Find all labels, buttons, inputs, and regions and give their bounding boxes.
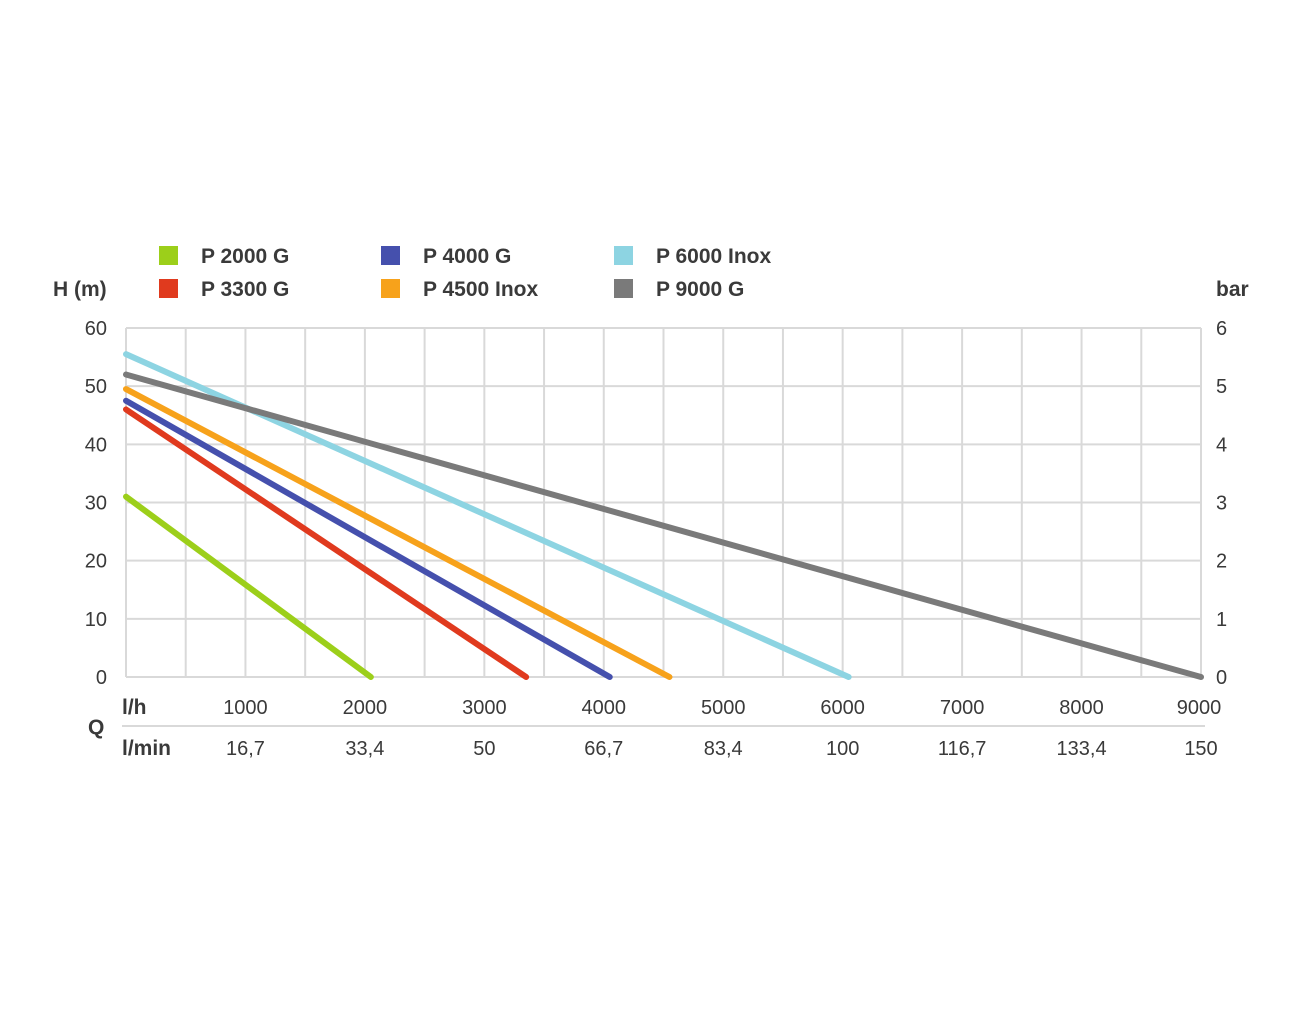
y-tick-label-right: 5 xyxy=(1216,376,1227,398)
series-line xyxy=(123,397,613,680)
series-line xyxy=(123,406,530,680)
x-tick-label-secondary: 133,4 xyxy=(1057,738,1107,760)
y-tick-label-right: 3 xyxy=(1216,493,1227,515)
y-tick-label-right: 1 xyxy=(1216,609,1227,631)
series-line xyxy=(123,386,673,680)
legend-swatch xyxy=(381,246,400,265)
grid xyxy=(122,327,1205,727)
x-tick-label-primary: 8000 xyxy=(1059,697,1104,719)
y-tick-label-left: 40 xyxy=(85,434,107,456)
x-tick-label-secondary: 16,7 xyxy=(226,738,265,760)
x-tick-label-primary: 2000 xyxy=(343,697,388,719)
axes: H (m) bar Q l/h l/min 0 10 20 30 40 50 60 0 1 2 3 4… xyxy=(53,278,1249,760)
legend-swatch xyxy=(614,279,633,298)
series-line xyxy=(123,371,1204,680)
y-axis-right-title: bar xyxy=(1216,278,1249,301)
legend-item: P 2000 G xyxy=(159,245,289,268)
y-tick-label-right: 4 xyxy=(1216,434,1227,456)
x-tick-label-secondary: 100 xyxy=(826,738,859,760)
legend: P 2000 G P 3300 G P 4000 G P 4500 Inox P 600… xyxy=(159,245,772,301)
x-tick-label-secondary: 83,4 xyxy=(704,738,743,760)
legend-swatch xyxy=(159,246,178,265)
legend-item: P 3300 G xyxy=(159,278,289,301)
y-tick-label-left: 50 xyxy=(85,376,107,398)
x-axis-unit-secondary: l/min xyxy=(122,737,171,760)
x-tick-label-secondary: 150 xyxy=(1184,738,1217,760)
x-tick-label-primary: 1000 xyxy=(223,697,268,719)
x-tick-label-secondary: 116,7 xyxy=(938,738,987,760)
legend-label: P 9000 G xyxy=(656,278,744,301)
x-tick-label-primary: 6000 xyxy=(820,697,865,719)
legend-label: P 3300 G xyxy=(201,278,289,301)
y-tick-label-left: 30 xyxy=(85,493,107,515)
x-tick-label-primary: 9000 xyxy=(1177,697,1222,719)
y-tick-label-right: 6 xyxy=(1216,318,1227,340)
legend-item: P 6000 Inox xyxy=(614,245,772,268)
legend-label: P 4500 Inox xyxy=(423,278,539,301)
x-tick-label-secondary: 33,4 xyxy=(345,738,384,760)
y-tick-label-right: 0 xyxy=(1216,667,1227,689)
y-tick-label-left: 60 xyxy=(85,318,107,340)
legend-swatch xyxy=(381,279,400,298)
series-line xyxy=(123,493,374,680)
x-tick-label-secondary: 50 xyxy=(473,738,495,760)
legend-item: P 4500 Inox xyxy=(381,278,539,301)
series-lines xyxy=(123,351,1204,680)
x-tick-label-primary: 5000 xyxy=(701,697,746,719)
legend-label: P 4000 G xyxy=(423,245,511,268)
y-axis-left-title: H (m) xyxy=(53,278,107,301)
x-tick-label-secondary: 66,7 xyxy=(584,738,623,760)
legend-swatch xyxy=(614,246,633,265)
y-tick-label-left: 10 xyxy=(85,609,107,631)
x-axis-unit-primary: l/h xyxy=(122,696,147,719)
y-tick-label-left: 0 xyxy=(96,667,107,689)
legend-label: P 2000 G xyxy=(201,245,289,268)
x-tick-label-primary: 4000 xyxy=(582,697,627,719)
legend-swatch xyxy=(159,279,178,298)
x-axis-title: Q xyxy=(88,716,104,739)
legend-label: P 6000 Inox xyxy=(656,245,772,268)
y-tick-label-left: 20 xyxy=(85,551,107,573)
x-tick-label-primary: 7000 xyxy=(940,697,985,719)
x-tick-label-primary: 3000 xyxy=(462,697,507,719)
legend-item: P 4000 G xyxy=(381,245,511,268)
legend-item: P 9000 G xyxy=(614,278,744,301)
y-tick-label-right: 2 xyxy=(1216,551,1227,573)
